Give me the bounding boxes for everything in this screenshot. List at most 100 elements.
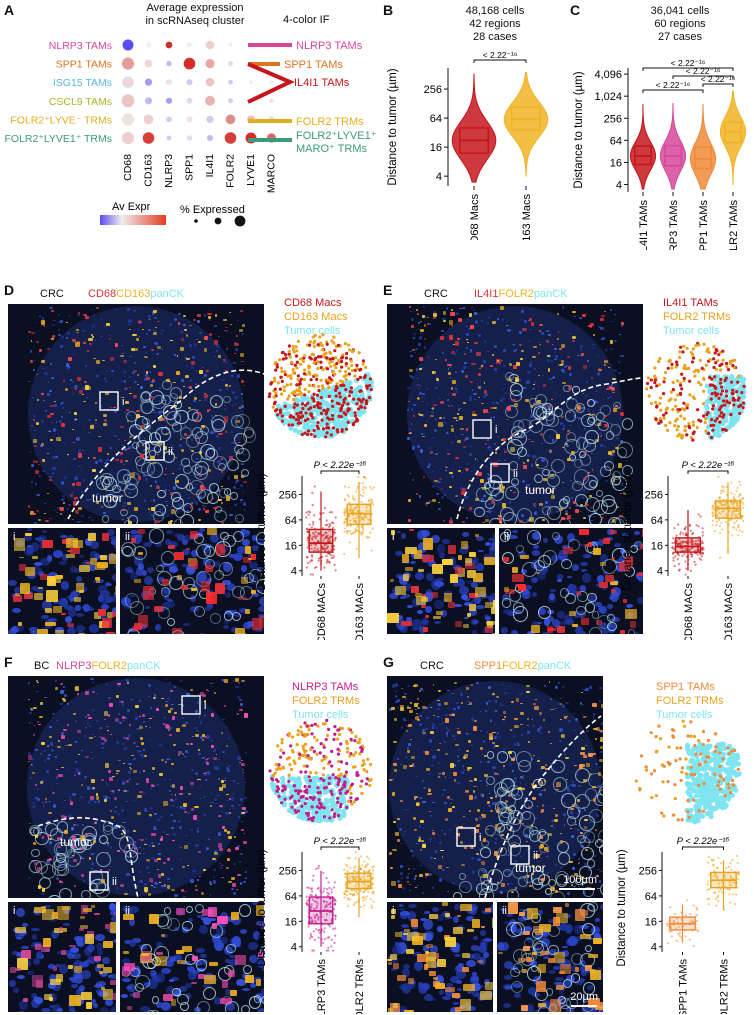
- macrophage-point: [319, 355, 323, 359]
- tumor-cell: [223, 610, 234, 621]
- macrophage-point: [682, 366, 686, 370]
- fluorescent-signal: [231, 442, 234, 444]
- fluorescent-signal: [210, 415, 214, 417]
- fluorescent-signal: [208, 309, 211, 312]
- fluorescent-signal: [117, 438, 120, 440]
- macrophage-point: [295, 360, 299, 364]
- macrophage-point: [298, 382, 302, 386]
- macrophage-point: [289, 374, 293, 378]
- fluorescent-signal: [82, 604, 91, 612]
- box-0: [308, 528, 334, 553]
- fluorescent-signal: [463, 617, 469, 620]
- dotplot-dot: [144, 78, 153, 86]
- macrophage-point: [291, 344, 295, 349]
- fluorescent-signal: [51, 310, 54, 312]
- fluorescent-signal: [203, 505, 206, 507]
- macrophage-point: [685, 433, 689, 437]
- fluorescent-signal: [226, 387, 229, 390]
- fluorescent-signal: [78, 565, 91, 572]
- dotplot-row-label: FOLR2⁺LYVE⁻ TRMs: [10, 114, 112, 126]
- data-point: [366, 536, 369, 539]
- fluorescent-signal: [49, 306, 53, 309]
- sig-label: < 2.22⁻¹⁶: [701, 74, 736, 84]
- fluorescent-signal: [54, 630, 64, 634]
- fluorescent-signal: [97, 459, 101, 462]
- macrophage-point: [349, 359, 353, 363]
- macrophage-point: [322, 353, 326, 357]
- fluorescent-signal: [546, 626, 554, 634]
- macrophage-point: [735, 390, 739, 394]
- macrophage-point: [709, 435, 714, 440]
- fluorescent-signal: [143, 356, 147, 358]
- fluorescent-signal: [235, 403, 238, 405]
- fluorescent-signal: [60, 481, 65, 485]
- fluorescent-signal: [90, 309, 93, 311]
- data-point: [701, 552, 705, 555]
- macrophage-point: [279, 366, 284, 370]
- fluorescent-signal: [186, 496, 191, 499]
- fluorescent-signal: [123, 502, 127, 505]
- fluorescent-signal: [124, 412, 126, 414]
- fluorescent-signal: [106, 323, 111, 327]
- data-point: [699, 515, 702, 518]
- fluorescent-signal: [235, 633, 246, 634]
- fluorescent-signal: [229, 514, 233, 516]
- fluorescent-signal: [84, 315, 90, 320]
- macrophage-point: [325, 422, 329, 426]
- panel-a-if-title: 4-color IF: [283, 14, 330, 26]
- macrophage-point: [691, 356, 696, 360]
- fluorescent-signal: [231, 374, 234, 378]
- fluorescent-signal: [103, 419, 108, 422]
- data-point: [313, 514, 316, 517]
- fluorescent-signal: [502, 556, 509, 563]
- fluorescent-signal: [204, 394, 209, 398]
- data-point: [711, 519, 714, 522]
- fluorescent-signal: [201, 581, 211, 592]
- macrophage-point: [653, 378, 657, 382]
- fluorescent-signal: [116, 454, 119, 457]
- fluorescent-signal: [532, 544, 540, 549]
- macrophage-point: [673, 424, 677, 428]
- fluorescent-signal: [33, 521, 38, 524]
- fluorescent-signal: [218, 448, 221, 450]
- macrophage-point: [711, 404, 716, 408]
- fluorescent-signal: [103, 377, 106, 380]
- macrophage-point: [742, 384, 746, 388]
- fluorescent-signal: [75, 328, 79, 331]
- macrophage-point: [310, 352, 314, 356]
- dotplot-dot: [144, 97, 153, 105]
- roi-box: [99, 391, 119, 411]
- fluorescent-signal: [103, 461, 107, 464]
- macrophage-point: [344, 361, 348, 366]
- fluorescent-signal: [230, 331, 233, 333]
- fluorescent-signal: [459, 585, 470, 596]
- macrophage-point: [725, 399, 729, 403]
- fluorescent-signal: [237, 487, 240, 489]
- fluorescent-signal: [128, 387, 132, 389]
- fluorescent-signal: [475, 604, 485, 609]
- fluorescent-signal: [401, 554, 410, 564]
- fluorescent-signal: [81, 329, 85, 332]
- fluorescent-signal: [414, 572, 424, 581]
- data-point: [347, 495, 350, 498]
- macrophage-point: [277, 358, 282, 362]
- tumor-cell: [148, 528, 164, 544]
- fluorescent-signal: [491, 633, 495, 634]
- macrophage-point: [665, 406, 669, 410]
- y-tick-label: 1,024: [594, 91, 622, 103]
- fluorescent-signal: [168, 323, 172, 326]
- data-point: [701, 531, 704, 534]
- fluorescent-signal: [430, 592, 438, 599]
- macrophage-point: [346, 343, 351, 347]
- macrophage-point: [301, 406, 305, 411]
- fluorescent-signal: [217, 499, 222, 502]
- macrophage-point: [311, 416, 315, 420]
- spatial-points: [644, 341, 747, 442]
- roi-box: [472, 419, 492, 439]
- macrophage-point: [658, 357, 662, 361]
- tumor-label: tumor: [92, 491, 123, 505]
- fluorescent-signal: [409, 528, 415, 532]
- macrophage-point: [289, 414, 293, 418]
- macrophage-point: [720, 389, 725, 393]
- fluorescent-signal: [61, 612, 66, 616]
